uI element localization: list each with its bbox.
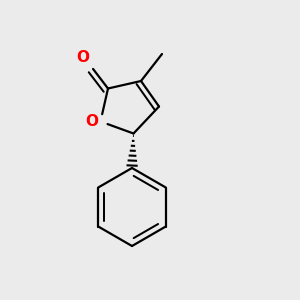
Text: O: O bbox=[85, 114, 99, 129]
Text: O: O bbox=[76, 50, 90, 65]
